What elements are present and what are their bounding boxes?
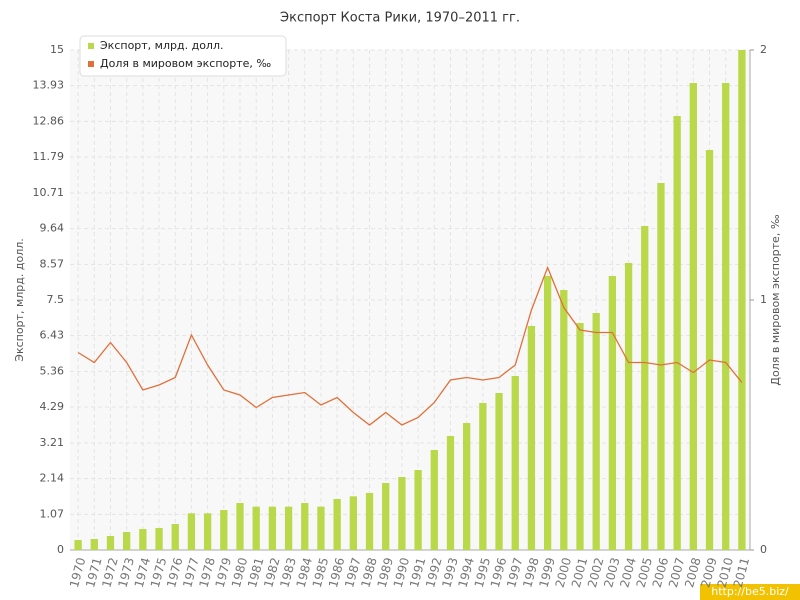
bar [106,536,115,550]
bar [689,83,697,550]
y2-axis-title: Доля в мировом экспорте, ‰ [769,214,782,385]
bar [333,499,341,550]
bar [301,503,309,550]
watermark: http://be5.biz/ [711,585,789,598]
bar [220,510,228,550]
bar [349,496,357,550]
legend-swatch [88,43,94,49]
y-tick-label: 6.43 [40,329,65,342]
bar [171,524,179,550]
bar [641,226,649,550]
bar [560,290,568,550]
bar [187,513,196,550]
bar [592,313,600,550]
bar [705,150,714,550]
line [77,265,743,426]
bar [203,513,212,550]
y-tick-label: 3.21 [40,436,65,449]
bar [382,483,390,550]
bar [430,450,438,550]
y-tick-label: 12.86 [33,114,65,127]
bar [608,276,617,550]
bar [543,276,552,550]
bar [123,532,131,550]
bar [576,323,584,550]
y-tick-label: 10.71 [33,186,65,199]
bar [722,83,730,550]
bar [317,506,325,550]
y-tick-label: 9.64 [40,222,65,235]
bar [236,503,244,550]
bar [90,539,98,550]
bar [139,529,147,550]
legend-label: Экспорт, млрд. долл. [100,39,223,52]
bar [495,393,503,550]
y2-tick-label: 2 [760,43,767,56]
y-axis-title: Экспорт, млрд. долл. [13,238,26,361]
watermark-bg [700,584,800,600]
bar [446,436,455,550]
bar [479,403,487,550]
legend-box [79,35,287,77]
y-tick-label: 5.36 [40,364,65,377]
bar [252,506,260,550]
y-tick-label: 2.14 [40,472,65,485]
bar [155,528,163,550]
bar [738,50,746,550]
y-tick-label: 15 [50,43,64,56]
y-tick-label: 13.93 [33,79,65,92]
chart-title: Экспорт Коста Рики, 1970–2011 гг. [280,11,520,26]
bar [365,493,374,550]
legend-label: Доля в мировом экспорте, ‰ [100,57,271,70]
bar [673,116,681,550]
y-tick-label: 11.79 [33,150,65,163]
bar [527,326,536,550]
bar [463,423,471,550]
bar [284,506,293,550]
y-tick-label: 1.07 [40,507,65,520]
y2-tick-label: 0 [760,543,767,556]
legend-swatch [88,61,94,67]
bar [624,263,633,550]
y-tick-label: 7.5 [47,293,65,306]
y-tick-label: 4.29 [40,400,65,413]
bar [74,540,82,550]
y-tick-label: 8.57 [40,257,65,270]
bar [398,477,406,550]
y-tick-label: 0 [57,543,64,556]
bar [414,470,422,550]
bar [511,376,519,550]
y2-tick-label: 1 [760,293,767,306]
bar [268,506,277,550]
bar [657,183,665,550]
